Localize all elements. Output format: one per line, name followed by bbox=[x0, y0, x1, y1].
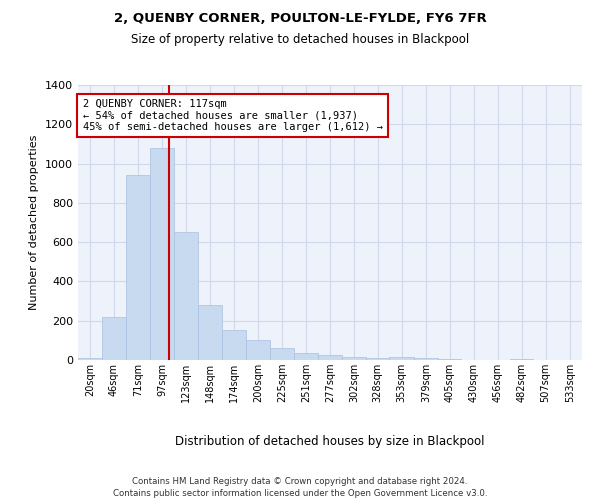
Bar bbox=[319, 355, 341, 360]
Bar bbox=[78, 358, 103, 360]
Bar bbox=[125, 176, 150, 360]
Bar bbox=[413, 358, 438, 360]
Text: Size of property relative to detached houses in Blackpool: Size of property relative to detached ho… bbox=[131, 32, 469, 46]
Bar bbox=[222, 330, 247, 360]
Bar bbox=[247, 340, 269, 360]
Bar bbox=[389, 357, 413, 360]
Text: 2, QUENBY CORNER, POULTON-LE-FYLDE, FY6 7FR: 2, QUENBY CORNER, POULTON-LE-FYLDE, FY6 … bbox=[113, 12, 487, 26]
Bar bbox=[175, 232, 197, 360]
Bar bbox=[438, 359, 461, 360]
Bar bbox=[294, 353, 319, 360]
Bar bbox=[103, 317, 125, 360]
Bar bbox=[366, 358, 389, 360]
Bar bbox=[197, 305, 222, 360]
Text: Contains HM Land Registry data © Crown copyright and database right 2024.: Contains HM Land Registry data © Crown c… bbox=[132, 478, 468, 486]
Text: Contains public sector information licensed under the Open Government Licence v3: Contains public sector information licen… bbox=[113, 489, 487, 498]
Y-axis label: Number of detached properties: Number of detached properties bbox=[29, 135, 40, 310]
Bar bbox=[341, 357, 366, 360]
Text: 2 QUENBY CORNER: 117sqm
← 54% of detached houses are smaller (1,937)
45% of semi: 2 QUENBY CORNER: 117sqm ← 54% of detache… bbox=[83, 99, 383, 132]
Text: Distribution of detached houses by size in Blackpool: Distribution of detached houses by size … bbox=[175, 435, 485, 448]
Bar bbox=[510, 359, 533, 360]
Bar bbox=[150, 148, 175, 360]
Bar bbox=[269, 348, 294, 360]
